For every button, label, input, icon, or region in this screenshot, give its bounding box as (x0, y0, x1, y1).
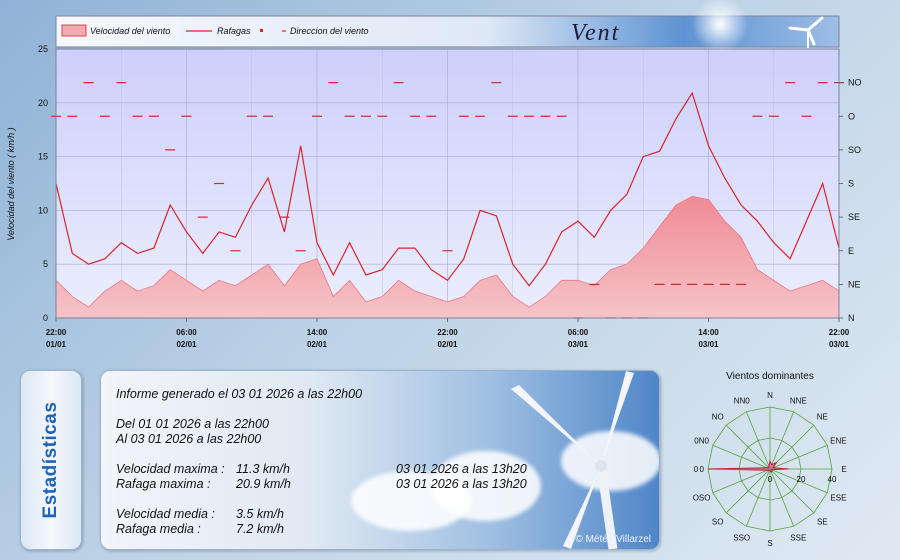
speed-area (55, 195, 840, 319)
rose-spoke (712, 468, 771, 494)
rose-scale-label: 40 (828, 475, 837, 484)
y-tick-label: 25 (38, 44, 48, 54)
x-tick-time: 14:00 (307, 328, 328, 337)
x-tick-date: 03/01 (698, 340, 719, 349)
copyright: © Météo Villarzel (575, 534, 651, 545)
rose-scale-label: 0 (700, 465, 705, 474)
stat-value: 11.3 km/h (236, 462, 290, 476)
rose-spoke (769, 411, 795, 470)
stat-label: Velocidad maxima : (116, 462, 225, 476)
rose-scale-label: 0 (768, 475, 773, 484)
y-tick-label: 5 (43, 259, 48, 269)
y-tick-label: 0 (43, 313, 48, 323)
wind-chart: 0 5 10 15 20 25 N NE E SE S SO O NO 22:00 01/01 06:00 0… (6, 0, 862, 349)
rose-dir-label: 0 (694, 465, 699, 474)
legend-dir-swatch (260, 29, 263, 32)
y-tick-label: 20 (38, 98, 48, 108)
stat-label: Rafaga media : (116, 522, 201, 536)
x-tick-date: 03/01 (829, 340, 850, 349)
rose-dir-label: 0N0 (694, 437, 709, 446)
dir-tick-label: SO (848, 145, 861, 155)
stats-tab[interactable]: Estadísticas (20, 370, 82, 550)
dir-tick-label: N (848, 313, 855, 323)
rose-spoke (769, 444, 828, 470)
rose-dir-label: ENE (830, 437, 846, 446)
rose-dir-label: S (767, 539, 772, 548)
dir-tick-label: O (848, 111, 855, 121)
rose-spoke (725, 424, 771, 470)
rose-dir-label: N (767, 391, 773, 400)
dir-tick-label: NE (848, 279, 861, 289)
dir-tick-label: NO (848, 78, 862, 88)
rose-spoke (769, 468, 828, 494)
x-tick-date: 01/01 (46, 340, 67, 349)
stat-value: 3.5 km/h (236, 507, 284, 521)
wind-turbine-icon (788, 16, 824, 48)
dir-tick-label: SE (848, 212, 860, 222)
rose-spoke (769, 468, 795, 527)
rose-dir-label: SSE (790, 533, 806, 542)
stat-label: Rafaga maxima : (116, 477, 211, 491)
stat-date: 03 01 2026 a las 13h20 (396, 477, 527, 491)
y-tick-label: 15 (38, 152, 48, 162)
rose-dir-label: E (841, 465, 846, 474)
chart-header: Vent Velocidad del viento Rafagas Direcc… (55, 0, 840, 52)
rose-dir-label: NN0 (734, 397, 751, 406)
rose-dir-label: ESE (830, 493, 846, 502)
y-tick-label: 10 (38, 205, 48, 215)
stat-value: 20.9 km/h (236, 477, 291, 491)
rose-title: Vientos dominantes (726, 371, 814, 382)
rose-dir-label: SE (817, 517, 828, 526)
rose-dir-label: NNE (790, 397, 807, 406)
rose-dir-label: NE (817, 413, 828, 422)
rose-dir-label: NO (712, 413, 724, 422)
stat-date: 03 01 2026 a las 13h20 (396, 462, 527, 476)
x-tick-time: 14:00 (698, 328, 719, 337)
rose-spoke (725, 468, 771, 514)
rose-values (707, 459, 789, 473)
x-tick-date: 02/01 (176, 340, 197, 349)
x-tick-date: 03/01 (568, 340, 589, 349)
x-tick-time: 22:00 (829, 328, 850, 337)
rose-spoke (712, 444, 771, 470)
rose-scale-label: 20 (797, 475, 806, 484)
stats-panel: Informe generado el 03 01 2026 a las 22h… (100, 370, 660, 550)
dir-tick-label: E (848, 246, 854, 256)
legend-gust-label: Rafagas (217, 26, 251, 36)
turbine-illustration (511, 371, 634, 549)
y-axis-title: Velocidad del viento ( km/h ) (6, 127, 16, 240)
header-title: Vent (571, 20, 620, 46)
rose-spoke (745, 411, 771, 470)
rose-dir-label: OSO (693, 493, 711, 502)
stats-tab-label: Estadísticas (40, 401, 61, 519)
x-tick-time: 06:00 (568, 328, 589, 337)
x-tick-date: 02/01 (437, 340, 458, 349)
gust-line (55, 91, 840, 287)
legend-speed-swatch (61, 24, 87, 37)
stat-value: 7.2 km/h (236, 522, 284, 536)
rose-spoke (745, 468, 771, 527)
rose-dir-label: SSO (733, 533, 750, 542)
x-tick-time: 06:00 (176, 328, 197, 337)
x-tick-date: 02/01 (307, 340, 328, 349)
report-generated: Informe generado el 03 01 2026 a las 22h… (116, 387, 363, 401)
rose-dir-label: SO (712, 517, 724, 526)
x-tick-time: 22:00 (437, 328, 458, 337)
legend: Velocidad del viento Rafagas Direccion d… (61, 24, 369, 37)
report-from: Del 01 01 2026 a las 22h00 (116, 417, 269, 431)
dir-tick-label: S (848, 179, 854, 189)
legend-dir-label: Direccion del viento (290, 26, 369, 36)
legend-speed-label: Velocidad del viento (90, 26, 170, 36)
stat-label: Velocidad media : (116, 507, 215, 521)
rose-spoke (769, 468, 815, 514)
x-tick-time: 22:00 (46, 328, 67, 337)
wind-rose: N NNE NE ENE E ESE SE SSE S SSO SO OSO 0 0N0 NO NN0 0 20 4… (693, 391, 847, 548)
report-to: Al 03 01 2026 a las 22h00 (116, 432, 262, 446)
